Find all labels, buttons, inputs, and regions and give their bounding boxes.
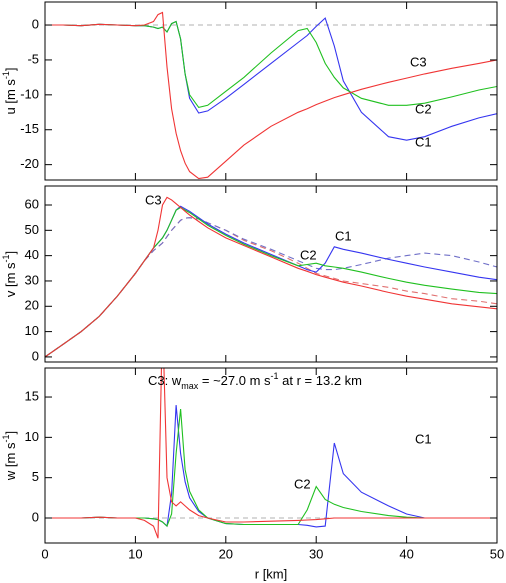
series-line: [45, 217, 497, 358]
annotation: C2: [294, 476, 311, 491]
series-line: [45, 206, 497, 358]
series-line: [45, 368, 497, 539]
y-tick-label: 0: [32, 16, 39, 31]
annotation-part: C3: w: [148, 373, 182, 388]
y-axis-label-part: v [m s: [3, 262, 18, 297]
x-tick-label: 0: [41, 546, 48, 561]
y-axis-label-part: ]: [3, 431, 18, 435]
y-axis-label-part: -1: [1, 71, 11, 79]
x-tick-label: 30: [309, 546, 323, 561]
y-tick-label: -5: [27, 51, 39, 66]
series-line: [45, 20, 497, 109]
series-line: [45, 205, 497, 358]
y-tick-label: -20: [20, 156, 39, 171]
plot-frame: [44, 1, 498, 181]
y-tick-label: 20: [25, 298, 39, 313]
x-tick-label: 40: [399, 546, 413, 561]
y-axis-label-part: -1: [1, 254, 11, 262]
y-axis-label: v [m s-1]: [1, 251, 18, 297]
y-tick-label: 10: [25, 429, 39, 444]
series-line: [45, 17, 497, 141]
y-axis-label-part: ]: [3, 67, 18, 71]
y-axis-label-part: w [m s: [3, 442, 18, 481]
plot-lines: [45, 11, 497, 180]
series-line: [45, 11, 497, 180]
y-axis-label-part: -1: [1, 435, 11, 443]
series-line: [45, 409, 497, 528]
x-tick-label: 50: [490, 546, 504, 561]
y-tick-label: 30: [25, 272, 39, 287]
plot-lines: [45, 368, 497, 539]
y-axis-label-part: u [m s: [3, 79, 18, 115]
x-tick-label: 20: [219, 546, 233, 561]
annotation-part: = ~27.0 m s: [198, 373, 271, 388]
annotation: C1: [335, 228, 352, 243]
annotation-part: max: [181, 381, 199, 391]
y-tick-label: 0: [32, 509, 39, 524]
x-tick-label: 10: [128, 546, 142, 561]
y-axis-label: w [m s-1]: [1, 431, 18, 481]
annotation: C1: [415, 431, 432, 446]
plot-frame: [44, 185, 498, 363]
annotation-part: at r = 13.2 km: [279, 373, 362, 388]
annotation-part: -1: [271, 371, 279, 381]
y-tick-label: 50: [25, 222, 39, 237]
annotation: C3: [410, 54, 427, 69]
y-tick-label: 60: [25, 196, 39, 211]
plot-frame: [44, 367, 498, 544]
y-tick-label: 0: [32, 348, 39, 363]
x-axis-label: r [km]: [255, 566, 288, 581]
annotation: C2: [300, 247, 317, 262]
annotation: C1: [415, 134, 432, 149]
y-tick-label: 15: [25, 388, 39, 403]
y-tick-label: -10: [20, 86, 39, 101]
annotation: C3: [145, 192, 162, 207]
y-tick-label: 5: [32, 469, 39, 484]
y-tick-label: 10: [25, 323, 39, 338]
annotation: C2: [415, 101, 432, 116]
y-axis-label-part: ]: [3, 251, 18, 255]
y-axis-label: u [m s-1]: [1, 67, 18, 114]
y-tick-label: 40: [25, 247, 39, 262]
series-line: [45, 405, 497, 528]
annotation: C3: wmax = ~27.0 m s-1 at r = 13.2 km: [148, 371, 362, 391]
y-tick-label: -15: [20, 121, 39, 136]
series-line: [45, 217, 497, 358]
plot-lines: [45, 196, 497, 358]
series-line: [45, 196, 497, 358]
